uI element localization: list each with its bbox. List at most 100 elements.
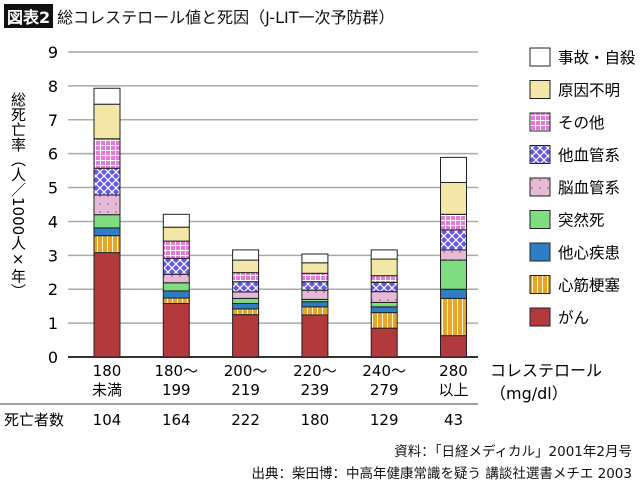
legend-label: その他 [558, 114, 605, 132]
bar-segment [232, 314, 260, 358]
y-tick-label: 6 [48, 145, 58, 164]
y-tick-label: 7 [48, 111, 58, 130]
bar-segment [370, 249, 398, 260]
bar-segment [301, 262, 329, 274]
bar-segment [440, 288, 467, 299]
bar-segment [301, 289, 329, 300]
x-tick-label: 239 [301, 381, 330, 399]
x-axis-label-2: （mg/dl） [490, 384, 568, 403]
x-tick-label: 以上 [438, 381, 468, 399]
bar-segment [232, 281, 260, 293]
bar-segment [162, 282, 190, 292]
bar-segment [301, 253, 329, 264]
deaths-count: 104 [93, 411, 122, 429]
bar-segment [93, 103, 121, 140]
y-tick-label: 4 [48, 212, 58, 231]
x-tick-label: 未満 [92, 381, 122, 399]
bar-segment [162, 302, 190, 358]
bar-segment [93, 227, 121, 237]
x-tick-label: 279 [370, 381, 399, 399]
bar-segment [162, 213, 190, 228]
legend-swatch [529, 275, 551, 294]
legend-swatch [529, 210, 551, 229]
y-tick-label: 0 [48, 348, 58, 367]
source-line-2: 出典：柴田博：中高年健康常識を疑う 講談社選書メチエ 2003 [251, 466, 632, 482]
deaths-count: 222 [231, 411, 260, 429]
bar-segment [440, 156, 467, 183]
deaths-row-label: 死亡者数 [4, 411, 64, 429]
bar-segment [370, 306, 398, 314]
bar-segment [440, 259, 467, 290]
x-tick-label: 199 [162, 381, 191, 399]
bar-segment [232, 249, 260, 261]
y-tick-label: 2 [48, 280, 58, 299]
bar-segment [232, 308, 260, 316]
legend-label: 心筋梗塞 [558, 277, 620, 295]
legend-swatch [529, 145, 551, 164]
x-tick-label: 200〜 [224, 362, 268, 380]
bar-segment [232, 297, 260, 304]
bar-segment [301, 301, 329, 308]
bar-segment [370, 275, 398, 283]
deaths-count: 43 [444, 411, 463, 429]
bar-segment [370, 301, 398, 308]
bar-segment [162, 226, 190, 242]
x-tick-label: 219 [231, 381, 260, 399]
bar-segment [162, 290, 190, 299]
bar-segment [93, 167, 121, 196]
y-tick-label: 3 [48, 246, 58, 265]
bar-segment [370, 258, 398, 277]
y-tick-label: 5 [48, 179, 58, 198]
bar-segment [301, 314, 329, 358]
bar-segment [162, 273, 190, 284]
bar-segment [93, 235, 121, 254]
x-tick-label: 240〜 [362, 362, 406, 380]
bar-segment [370, 281, 398, 293]
legend-label: 他血管系 [558, 147, 620, 165]
legend-swatch [529, 47, 551, 67]
bar-segment [440, 335, 467, 358]
bar-segment [232, 259, 260, 274]
bar-segment [93, 87, 121, 105]
legend-swatch [529, 242, 551, 262]
legend-label: 事故・自殺 [558, 49, 636, 67]
bar-segment [301, 281, 329, 291]
x-tick-label: 180 [93, 362, 122, 380]
source-line-1: 資料：「日経メディカル」2001年2月号 [394, 444, 632, 460]
legend-swatch [529, 112, 551, 132]
bar-segment [232, 272, 260, 283]
bar-segment [232, 291, 260, 299]
legend-label: 他心疾患 [558, 244, 620, 262]
bar-segment [93, 194, 121, 216]
chart-title: 図表2 総コレステロール値と死因（J-LIT一次予防群） [4, 4, 394, 28]
y-axis-label: 総死亡率（人／1000人×年） [9, 92, 27, 298]
bar-segment [232, 302, 260, 310]
bar-segment [370, 327, 398, 358]
bar-segment [440, 249, 467, 261]
bar-segment [440, 297, 467, 337]
x-tick-label: 180〜 [154, 362, 198, 380]
x-axis-label-1: コレステロール [490, 361, 602, 380]
legend-label: 原因不明 [558, 82, 620, 100]
legend-swatch [529, 80, 551, 99]
x-tick-label: 220〜 [293, 362, 337, 380]
legend-label: 突然死 [558, 212, 605, 230]
x-tick-label: 280 [439, 362, 468, 380]
figure-tag: 図表2 [4, 4, 54, 28]
bar-segment [162, 297, 190, 304]
legend-swatch [529, 177, 551, 197]
legend-swatch [529, 307, 551, 327]
bar-segment [370, 312, 398, 329]
bar-segment [301, 306, 329, 316]
bar-segment [162, 240, 190, 259]
y-tick-label: 9 [48, 43, 58, 62]
deaths-count: 129 [370, 411, 399, 429]
bar-segment [440, 213, 467, 231]
y-tick-label: 8 [48, 77, 58, 96]
bar-segment [370, 291, 398, 303]
bar-segment [93, 252, 121, 358]
bar-segment [301, 272, 329, 283]
legend-label: がん [558, 309, 589, 327]
title-text: 総コレステロール値と死因（J-LIT一次予防群） [57, 8, 395, 27]
